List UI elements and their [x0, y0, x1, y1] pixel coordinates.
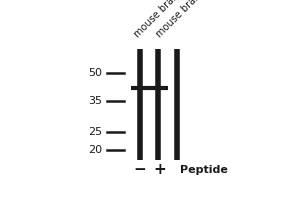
Text: 35: 35	[88, 96, 103, 106]
Text: mouse brain: mouse brain	[155, 0, 205, 39]
Text: +: +	[153, 162, 166, 177]
Text: mouse brain: mouse brain	[133, 0, 183, 39]
Text: Peptide: Peptide	[181, 165, 228, 175]
Text: 20: 20	[88, 145, 103, 155]
Text: 25: 25	[88, 127, 103, 137]
Text: 50: 50	[88, 68, 103, 78]
Text: −: −	[134, 162, 146, 177]
